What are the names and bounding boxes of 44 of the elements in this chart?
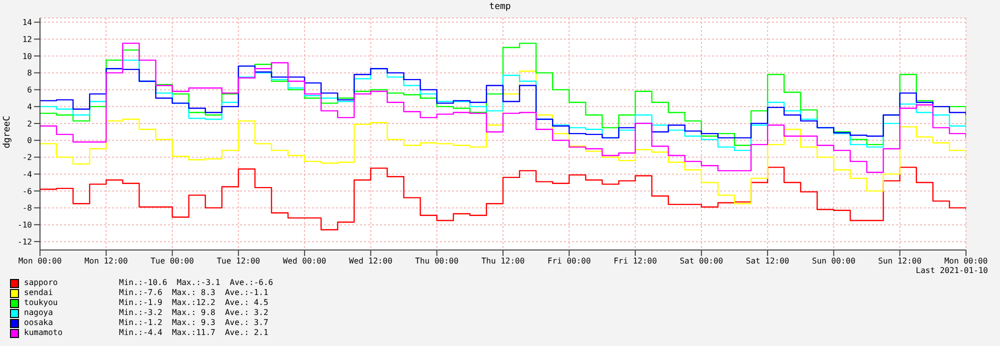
x-tick-label: Fri 00:00 — [547, 256, 591, 266]
x-tick-label: Sun 00:00 — [812, 256, 856, 266]
y-tick-label: -4 — [22, 170, 32, 179]
x-tick-label: Fri 12:00 — [614, 256, 658, 266]
y-tick-label: 10 — [22, 52, 32, 61]
x-tick-label: Tue 00:00 — [150, 256, 194, 266]
legend-label: toukyou — [24, 298, 59, 308]
y-tick-label: -10 — [18, 220, 32, 230]
y-tick-label: 0 — [27, 136, 32, 146]
y-tick-label: -12 — [18, 237, 32, 246]
legend-label: sapporo — [24, 278, 59, 288]
text: Last 2021-01-10 — [914, 266, 989, 276]
y-tick-label: -6 — [22, 186, 32, 196]
y-tick-label: 4 — [27, 102, 32, 112]
y-tick-label: 6 — [27, 86, 32, 95]
x-tick-label: Sun 12:00 — [878, 256, 922, 266]
text: Min.:-1.9 Max.:12.2 Ave.: 4.5 — [119, 298, 268, 308]
legend-label: oosaka — [24, 318, 54, 328]
x-tick-label: Thu 00:00 — [415, 256, 459, 266]
x-tick-label: Tue 12:00 — [216, 256, 260, 266]
text: Min.:-4.4 Max.:11.7 Ave.: 2.1 — [119, 328, 268, 338]
legend-label: kumamoto — [24, 328, 64, 338]
chart-title: temp — [488, 1, 512, 14]
legend-label: sendai — [24, 288, 54, 298]
y-tick-label: -2 — [22, 153, 32, 162]
y-tick-label: -8 — [22, 204, 32, 213]
y-tick-label: 2 — [27, 119, 32, 128]
x-tick-label: Wed 00:00 — [282, 256, 326, 266]
text: Min.:-1.2 Max.: 9.3 Ave.: 3.7 — [119, 318, 268, 328]
y-tick-label: 8 — [27, 68, 32, 78]
y-tick-label: 12 — [22, 34, 32, 44]
legend-label: nagoya — [24, 308, 54, 318]
x-tick-label: Sat 12:00 — [746, 256, 790, 266]
x-tick-label: Wed 12:00 — [349, 256, 393, 266]
y-axis-title: dgreeC — [2, 116, 12, 148]
y-tick-label: 14 — [22, 18, 32, 28]
x-tick-label: Mon 12:00 — [84, 256, 128, 266]
x-tick-label: Sat 00:00 — [680, 256, 724, 266]
x-tick-label: Mon 00:00 — [944, 256, 988, 266]
text: Min.:-7.6 Max.: 8.3 Ave.:-1.1 — [119, 288, 268, 298]
x-tick-label: Thu 12:00 — [481, 256, 525, 266]
text: Min.:-10.6 Max.:-3.1 Ave.:-6.6 — [119, 278, 274, 288]
x-tick-label: Mon 00:00 — [18, 256, 62, 266]
text: Min.:-3.2 Max.: 9.8 Ave.: 3.2 — [119, 308, 268, 318]
